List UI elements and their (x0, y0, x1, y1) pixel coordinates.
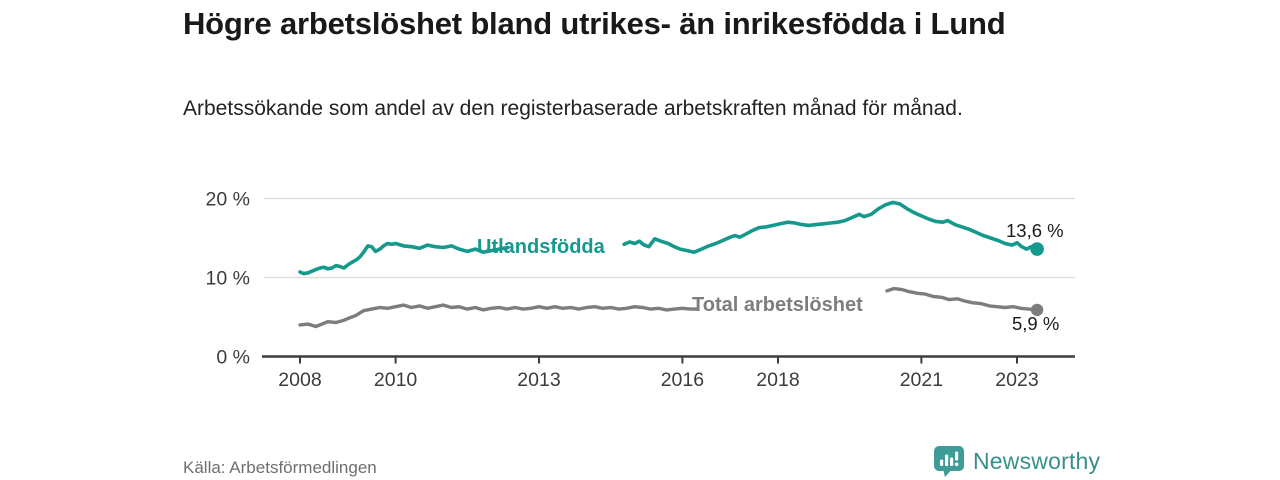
brand-name: Newsworthy (973, 447, 1101, 474)
x-tick-label: 2018 (756, 369, 799, 391)
x-tick-label: 2010 (374, 369, 418, 391)
series-end-dot-total (1030, 303, 1044, 317)
source-note: Källa: Arbetsförmedlingen (183, 458, 377, 477)
series-line-total (885, 286, 1039, 312)
series-label-total-arbetsloshet: Total arbetslöshet (692, 294, 863, 316)
y-tick-label: 10 % (206, 268, 250, 290)
series-end-dot-utlandsfodda (1030, 242, 1044, 256)
series-line-total (298, 303, 699, 329)
x-tick-label: 2021 (900, 369, 943, 391)
newsworthy-logo: Newsworthy (933, 444, 1100, 478)
x-tick-label: 2023 (995, 369, 1038, 391)
end-value-utlandsfodda: 13,6 % (1006, 220, 1064, 241)
x-tick-label: 2016 (661, 369, 704, 391)
bar-chart-bubble-icon (934, 445, 964, 477)
y-tick-label: 20 % (206, 189, 250, 211)
y-tick-label: 0 % (216, 347, 250, 369)
series-line-utlandsfodda (622, 200, 1039, 254)
x-tick-label: 2013 (517, 369, 560, 391)
chart-title: Högre arbetslöshet bland utrikes- än inr… (183, 6, 1006, 41)
series-line-utlandsfodda (298, 241, 510, 276)
series-label-utlandsfodda: Utlandsfödda (477, 236, 605, 258)
chart-subtitle: Arbetssökande som andel av den registerb… (183, 97, 963, 120)
end-value-total: 5,9 % (1012, 313, 1060, 334)
x-tick-label: 2008 (278, 369, 321, 391)
